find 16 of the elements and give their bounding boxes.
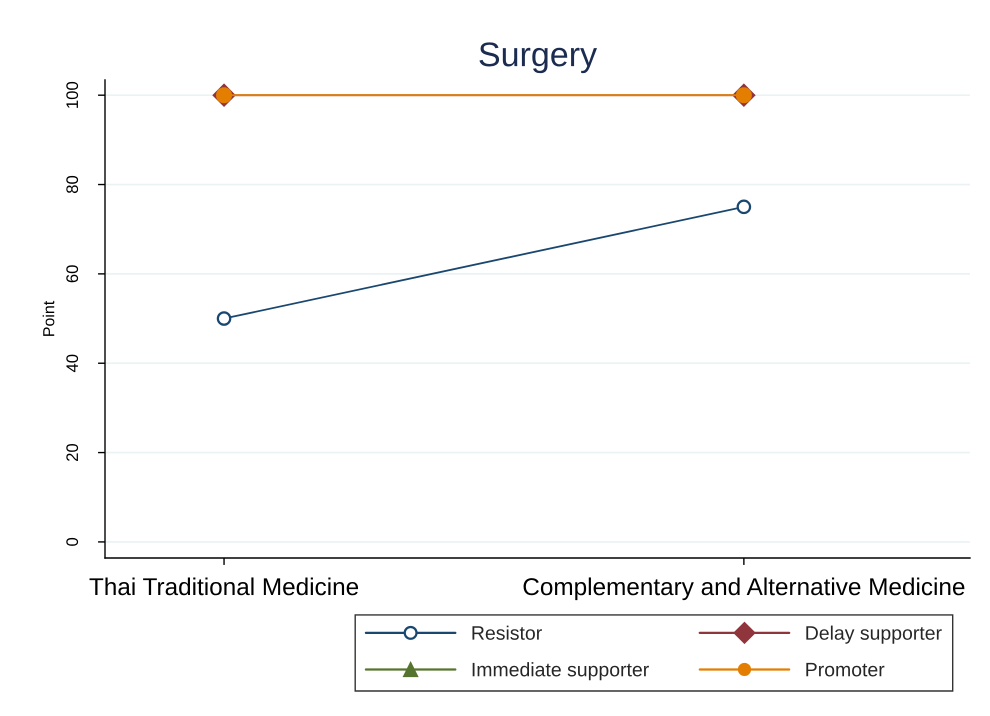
y-tick-label: 20: [66, 444, 78, 461]
y-tick-label: 100: [66, 82, 78, 108]
legend-label: Resistor: [472, 626, 542, 640]
x-tick-label: Thai Traditional Medicine: [89, 577, 358, 596]
y-tick-label: 40: [66, 354, 78, 372]
y-tick-label: 60: [66, 265, 78, 282]
point: [736, 200, 752, 214]
point: [216, 311, 232, 326]
y-tick-label: 80: [66, 176, 78, 194]
chart-title: Surgery: [479, 42, 598, 74]
legend-label: Immediate supporter: [472, 662, 649, 680]
legend-label: Delay supporter: [806, 626, 942, 644]
x-tick-label: Complementary and Alternative Medicine: [524, 577, 964, 600]
y-tick-label: 0: [66, 538, 78, 546]
y-axis-title: Point: [42, 300, 54, 336]
legend-label: Promoter: [806, 662, 884, 676]
